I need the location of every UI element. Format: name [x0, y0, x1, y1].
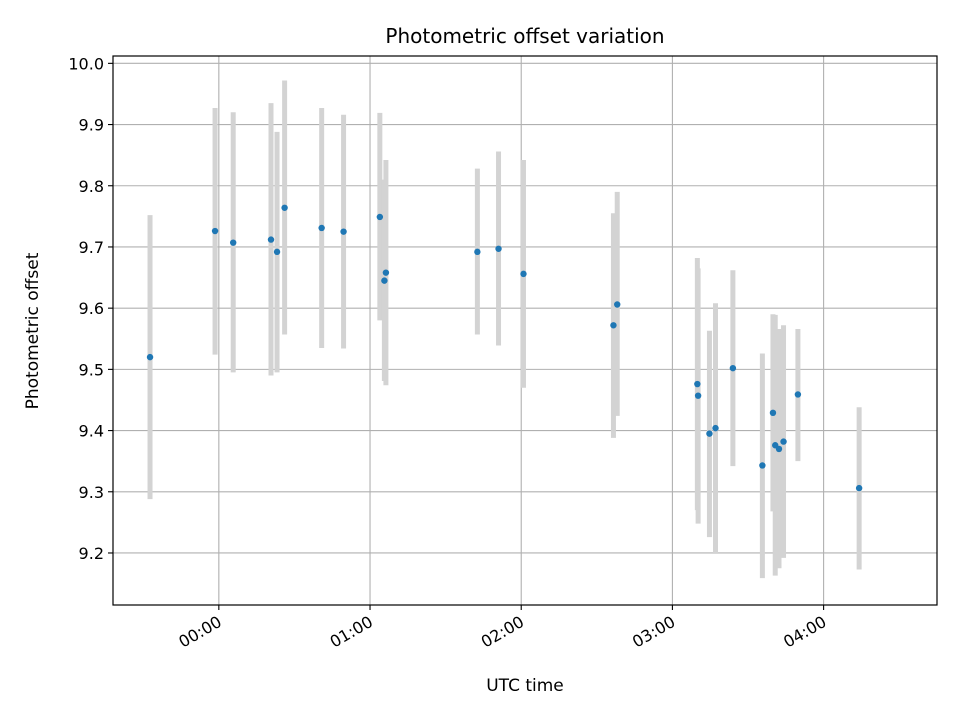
data-point	[855, 484, 863, 492]
data-point	[769, 409, 777, 417]
data-point	[706, 430, 713, 437]
y-tick-label: 9.5	[79, 360, 104, 379]
data-point	[780, 438, 787, 445]
y-tick-label: 9.6	[79, 299, 104, 318]
data-point	[281, 204, 288, 211]
y-tick-label: 9.7	[79, 238, 104, 257]
data-point	[775, 445, 783, 453]
data-point	[146, 353, 154, 361]
data-point	[495, 245, 502, 252]
data-point	[474, 248, 481, 256]
y-tick-label: 9.9	[79, 116, 104, 135]
data-point	[712, 424, 719, 432]
grid	[113, 56, 937, 605]
data-point	[273, 248, 281, 256]
data-point	[211, 227, 219, 235]
data-point	[340, 228, 347, 235]
data-point	[520, 270, 527, 278]
chart-title: Photometric offset variation	[385, 24, 664, 48]
y-axis-label: Photometric offset	[23, 252, 43, 409]
data-point	[694, 380, 701, 388]
y-tick-label: 9.8	[79, 177, 104, 196]
data-point	[794, 391, 802, 398]
y-tick-label: 9.3	[79, 483, 104, 502]
data-point	[382, 269, 390, 276]
data-points	[146, 204, 863, 492]
y-tick-label: 10.0	[68, 54, 104, 73]
y-axis-ticks: 9.2 9.3 9.4 9.5 9.6 9.7 9.8 9.9 10.0	[68, 54, 113, 563]
data-point	[267, 236, 275, 243]
y-tick-label: 9.2	[79, 544, 104, 563]
data-point	[318, 224, 325, 232]
data-point	[694, 392, 702, 399]
data-point	[729, 364, 737, 372]
data-point	[376, 213, 384, 221]
data-point	[381, 277, 388, 284]
data-point	[229, 239, 237, 246]
y-tick-label: 9.4	[79, 422, 104, 441]
data-point	[614, 301, 621, 308]
data-point	[759, 462, 766, 469]
plot-frame	[112, 55, 938, 606]
x-axis-label: UTC time	[486, 676, 564, 696]
data-point	[610, 322, 617, 329]
